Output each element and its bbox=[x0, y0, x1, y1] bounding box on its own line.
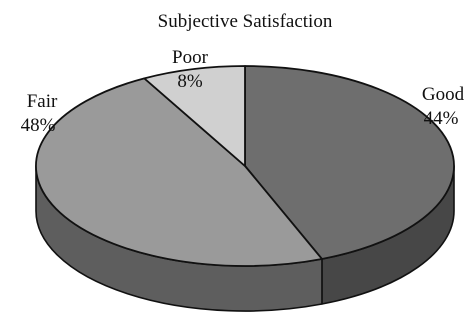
slice-poor bbox=[143, 65, 246, 167]
slice-value-fair: 48% bbox=[21, 115, 56, 136]
slice-label-poor: Poor bbox=[172, 47, 209, 68]
pie-top bbox=[35, 65, 455, 267]
slice-value-good: 44% bbox=[424, 108, 459, 129]
slice-good bbox=[244, 65, 455, 260]
slice-fair bbox=[35, 77, 323, 267]
slice-label-good: Good bbox=[422, 84, 465, 105]
slice-value-poor: 8% bbox=[177, 71, 203, 92]
chart-title: Subjective Satisfaction bbox=[158, 11, 333, 32]
slice-label-fair: Fair bbox=[27, 91, 58, 112]
